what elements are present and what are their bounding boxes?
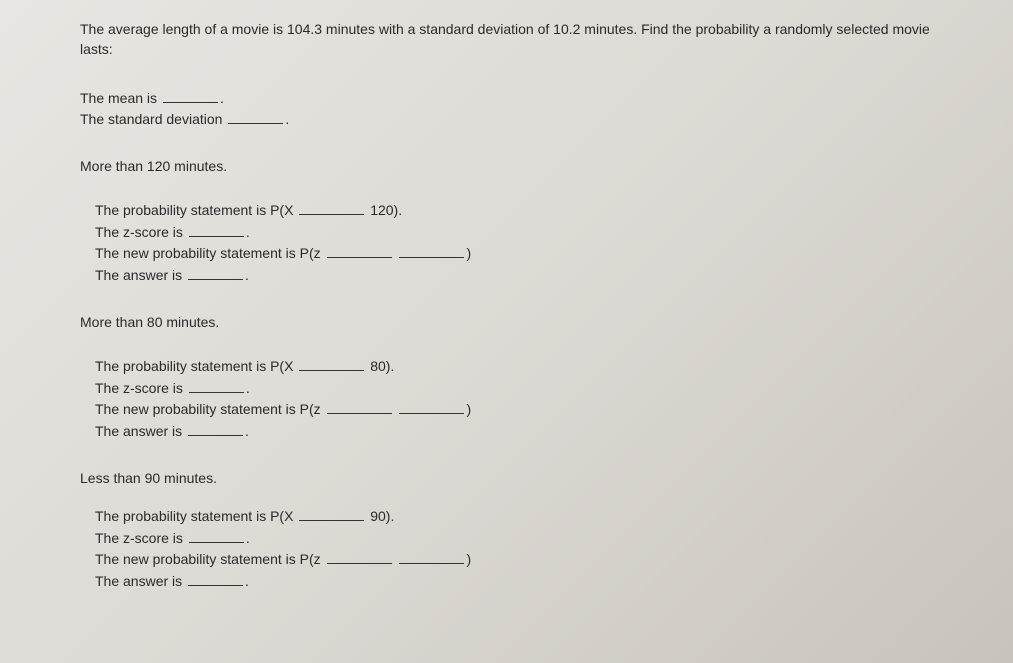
q2-title: More than 80 minutes. — [80, 313, 953, 333]
q2-z-blank[interactable] — [189, 379, 244, 393]
q2-newprob-blank2[interactable] — [399, 400, 464, 414]
q3-newprob-prefix: The new probability statement is P(z — [95, 551, 321, 567]
q3-z-prefix: The z-score is — [95, 530, 183, 546]
q2-ans-prefix: The answer is — [95, 423, 182, 439]
q1-title: More than 120 minutes. — [80, 157, 953, 177]
q3-prob-value: 90). — [370, 508, 394, 524]
q1-prob-value: 120). — [370, 202, 402, 218]
sd-prefix: The standard deviation — [80, 111, 222, 127]
q1-newprob-blank2[interactable] — [399, 244, 464, 258]
q3-newprob-line: The new probability statement is P(z ) — [95, 550, 953, 570]
q3-z-blank[interactable] — [189, 529, 244, 543]
mean-sd-section: The mean is . The standard deviation . — [80, 89, 953, 129]
q2-z-line: The z-score is . — [95, 379, 953, 399]
q2-newprob-line: The new probability statement is P(z ) — [95, 400, 953, 420]
q3-prob-line: The probability statement is P(X 90). — [95, 507, 953, 527]
q3-newprob-suffix: ) — [466, 551, 471, 567]
q2-prob-blank[interactable] — [299, 357, 364, 371]
q2-ans-blank[interactable] — [188, 422, 243, 436]
q2-prob-line: The probability statement is P(X 80). — [95, 357, 953, 377]
q3-ans-suffix: . — [245, 573, 249, 589]
q3-ans-prefix: The answer is — [95, 573, 182, 589]
q3-ans-line: The answer is . — [95, 572, 953, 592]
q3-prob-blank[interactable] — [299, 507, 364, 521]
q2-newprob-blank1[interactable] — [327, 400, 392, 414]
q1-prob-prefix: The probability statement is P(X — [95, 202, 293, 218]
q1-newprob-line: The new probability statement is P(z ) — [95, 244, 953, 264]
q2-ans-suffix: . — [245, 423, 249, 439]
q1-ans-blank[interactable] — [188, 266, 243, 280]
q1-z-line: The z-score is . — [95, 223, 953, 243]
q1-z-suffix: . — [246, 224, 250, 240]
q1-newprob-blank1[interactable] — [327, 244, 392, 258]
q1-ans-prefix: The answer is — [95, 267, 182, 283]
q2-body: The probability statement is P(X 80). Th… — [95, 357, 953, 441]
sd-blank[interactable] — [228, 110, 283, 124]
mean-suffix: . — [220, 90, 224, 106]
question-1: More than 120 minutes. The probability s… — [80, 157, 953, 285]
mean-prefix: The mean is — [80, 90, 157, 106]
q2-ans-line: The answer is . — [95, 422, 953, 442]
q1-prob-blank[interactable] — [299, 201, 364, 215]
sd-line: The standard deviation . — [80, 110, 953, 130]
q2-z-prefix: The z-score is — [95, 380, 183, 396]
q3-z-suffix: . — [246, 530, 250, 546]
q1-newprob-prefix: The new probability statement is P(z — [95, 245, 321, 261]
q1-ans-suffix: . — [245, 267, 249, 283]
q3-prob-prefix: The probability statement is P(X — [95, 508, 293, 524]
mean-blank[interactable] — [163, 89, 218, 103]
q3-ans-blank[interactable] — [188, 572, 243, 586]
q3-newprob-blank2[interactable] — [399, 550, 464, 564]
q2-newprob-suffix: ) — [466, 401, 471, 417]
mean-line: The mean is . — [80, 89, 953, 109]
q3-body: The probability statement is P(X 90). Th… — [95, 507, 953, 591]
q3-newprob-blank1[interactable] — [327, 550, 392, 564]
q1-newprob-suffix: ) — [466, 245, 471, 261]
sd-suffix: . — [285, 111, 289, 127]
q3-title: Less than 90 minutes. — [80, 469, 953, 489]
question-2: More than 80 minutes. The probability st… — [80, 313, 953, 441]
q1-z-prefix: The z-score is — [95, 224, 183, 240]
q1-prob-line: The probability statement is P(X 120). — [95, 201, 953, 221]
q3-z-line: The z-score is . — [95, 529, 953, 549]
q2-prob-prefix: The probability statement is P(X — [95, 358, 293, 374]
q1-ans-line: The answer is . — [95, 266, 953, 286]
intro-text: The average length of a movie is 104.3 m… — [80, 20, 953, 59]
q1-body: The probability statement is P(X 120). T… — [95, 201, 953, 285]
q2-newprob-prefix: The new probability statement is P(z — [95, 401, 321, 417]
q2-z-suffix: . — [246, 380, 250, 396]
q2-prob-value: 80). — [370, 358, 394, 374]
question-3: Less than 90 minutes. The probability st… — [80, 469, 953, 591]
q1-z-blank[interactable] — [189, 223, 244, 237]
